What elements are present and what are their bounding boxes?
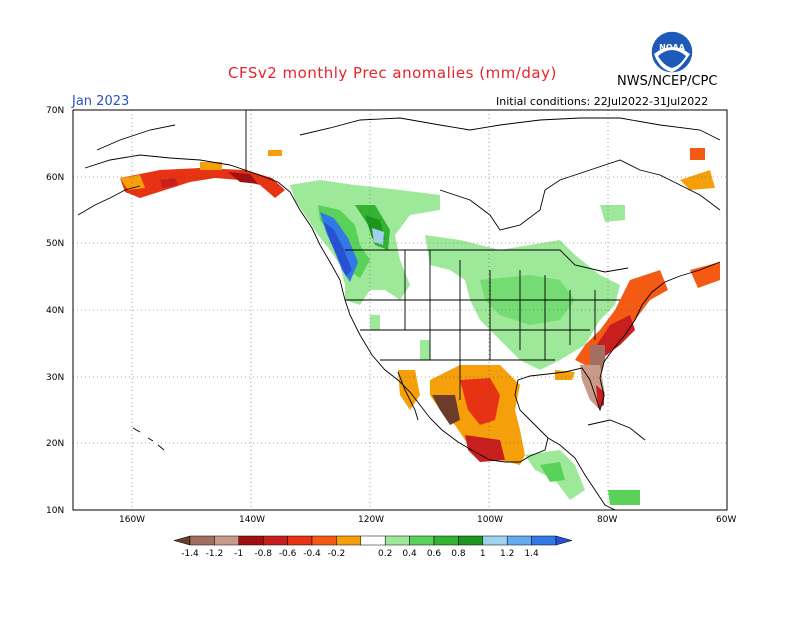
colorbar-label: 1 (480, 549, 486, 559)
colorbar-label: -0.2 (328, 549, 346, 559)
noaa-logo: NOAA (650, 30, 694, 74)
colorbar-swatch (238, 535, 264, 546)
colorbar-label: 1.2 (500, 549, 514, 559)
colorbar-swatch (336, 535, 362, 546)
colorbar-label: 1.4 (524, 549, 539, 559)
colorbar-swatch (189, 535, 215, 546)
colorbar-swatch (531, 535, 557, 546)
colorbar-arrow-right (555, 535, 573, 546)
anomaly-fields (120, 148, 720, 505)
colorbar-label: 0.8 (451, 549, 466, 559)
lat-tick-labels: 70N 60N 50N 40N 30N 20N 10N (46, 106, 64, 516)
lat-label: 40N (46, 306, 64, 316)
colorbar-label: -0.8 (254, 549, 272, 559)
map-area (72, 109, 728, 511)
colorbar-label: 0.2 (378, 549, 392, 559)
colorbar-label: -1.4 (181, 549, 199, 559)
lat-label: 50N (46, 239, 64, 249)
colorbar-swatch (482, 535, 508, 546)
map-title: CFSv2 monthly Prec anomalies (mm/day) (228, 64, 557, 82)
graticule (73, 110, 727, 510)
lat-label: 10N (46, 506, 64, 516)
lon-label: 80W (597, 515, 617, 525)
lat-label: 20N (46, 439, 64, 449)
lon-label: 60W (716, 515, 736, 525)
colorbar-label: -0.4 (303, 549, 321, 559)
colorbar-swatch (311, 535, 337, 546)
colorbar-swatch (360, 535, 386, 546)
colorbar-swatch (262, 535, 288, 546)
colorbar-swatch (506, 535, 532, 546)
lat-label: 60N (46, 173, 64, 183)
colorbar-swatch (287, 535, 313, 546)
svg-text:NOAA: NOAA (659, 43, 685, 52)
lat-label: 30N (46, 373, 64, 383)
lon-label: 140W (239, 515, 265, 525)
colorbar-label: 0.6 (427, 549, 442, 559)
colorbar-swatch (433, 535, 459, 546)
colorbar-label: -1 (234, 549, 243, 559)
colorbar-label: -0.6 (279, 549, 297, 559)
colorbar: -1.4 -1.2 -1 -0.8 -0.6 -0.4 -0.2 0.2 0.4 0.6 0.8 1 1… (173, 535, 573, 559)
colorbar-swatch (458, 535, 484, 546)
agency-label: NWS/NCEP/CPC (617, 74, 718, 89)
colorbar-label: 0.4 (402, 549, 417, 559)
colorbar-swatch (384, 535, 410, 546)
lon-label: 100W (477, 515, 503, 525)
colorbar-swatch (214, 535, 240, 546)
lat-label: 70N (46, 106, 64, 116)
initial-conditions: Initial conditions: 22Jul2022-31Jul2022 (496, 95, 709, 108)
lon-label: 160W (119, 515, 145, 525)
coastlines (77, 110, 721, 511)
lon-tick-labels: 160W 140W 120W 100W 80W 60W (119, 515, 736, 525)
colorbar-label: -1.2 (206, 549, 224, 559)
colorbar-swatch (409, 535, 435, 546)
colorbar-arrow-left (173, 535, 191, 546)
valid-month: Jan 2023 (72, 94, 130, 109)
lon-label: 120W (358, 515, 384, 525)
